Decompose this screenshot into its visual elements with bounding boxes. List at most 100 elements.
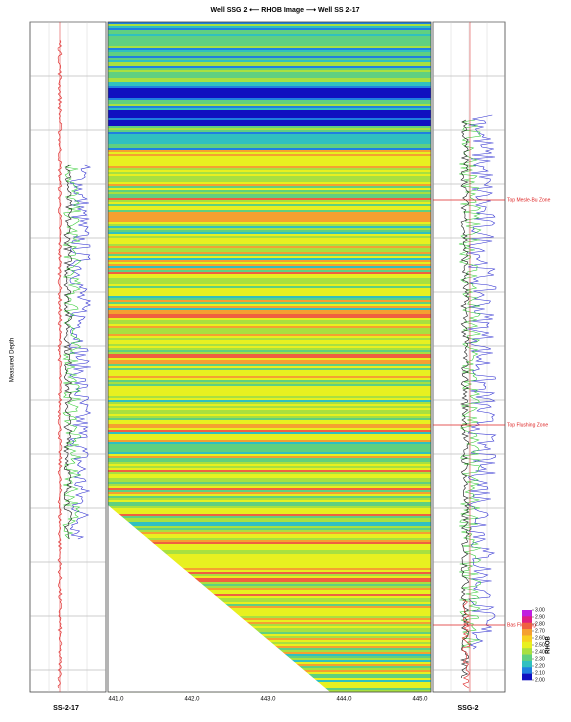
image-row bbox=[108, 296, 431, 299]
image-row bbox=[108, 398, 431, 401]
image-row bbox=[108, 198, 431, 201]
image-row bbox=[108, 376, 431, 379]
image-row bbox=[108, 562, 431, 565]
image-row bbox=[108, 636, 431, 639]
image-row bbox=[108, 292, 431, 295]
image-row bbox=[108, 230, 431, 233]
image-row bbox=[108, 152, 431, 155]
image-row bbox=[108, 86, 431, 89]
image-row bbox=[108, 536, 431, 539]
image-row bbox=[108, 130, 431, 133]
image-row bbox=[108, 518, 431, 521]
image-row bbox=[108, 386, 431, 389]
image-row bbox=[108, 336, 431, 339]
image-row bbox=[108, 520, 431, 523]
image-row bbox=[108, 454, 431, 457]
image-row bbox=[108, 24, 431, 27]
colorbar-tick-label: 2.80 bbox=[535, 621, 545, 627]
image-row bbox=[108, 266, 431, 269]
colorbar-swatch bbox=[522, 629, 532, 636]
image-row bbox=[108, 186, 431, 189]
image-row bbox=[108, 414, 431, 417]
image-row bbox=[108, 270, 431, 273]
log-curve bbox=[458, 119, 482, 649]
image-row bbox=[108, 340, 431, 343]
image-row bbox=[108, 128, 431, 131]
image-row bbox=[108, 74, 431, 77]
image-row bbox=[108, 38, 431, 41]
image-row bbox=[108, 174, 431, 177]
colorbar-swatch bbox=[522, 610, 532, 617]
image-row bbox=[108, 142, 431, 145]
image-row bbox=[108, 246, 431, 249]
formation-marker: Top Flushing Zone bbox=[507, 422, 548, 428]
left-well-name: SS-2-17 bbox=[53, 705, 79, 712]
image-row bbox=[108, 490, 431, 493]
image-row bbox=[108, 480, 431, 483]
image-row bbox=[108, 48, 431, 51]
image-row bbox=[108, 334, 431, 337]
image-row bbox=[108, 504, 431, 507]
image-row bbox=[108, 322, 431, 325]
image-row bbox=[108, 342, 431, 345]
image-row bbox=[108, 218, 431, 221]
image-row bbox=[108, 366, 431, 369]
image-row bbox=[108, 306, 431, 309]
image-row bbox=[108, 538, 431, 541]
image-row bbox=[108, 32, 431, 35]
colorbar-tick-label: 2.10 bbox=[535, 670, 545, 676]
image-row bbox=[108, 318, 431, 321]
image-row bbox=[108, 98, 431, 101]
image-row bbox=[108, 600, 431, 603]
image-row bbox=[108, 280, 431, 283]
image-row bbox=[108, 614, 431, 617]
image-row bbox=[108, 618, 431, 621]
image-row bbox=[108, 208, 431, 211]
image-row bbox=[108, 332, 431, 335]
image-row bbox=[108, 268, 431, 271]
log-curve bbox=[467, 114, 497, 650]
image-row bbox=[108, 262, 431, 265]
image-row bbox=[108, 594, 431, 597]
image-row bbox=[108, 338, 431, 341]
image-row bbox=[108, 238, 431, 241]
image-row bbox=[108, 356, 431, 359]
image-row bbox=[108, 278, 431, 281]
image-row bbox=[108, 574, 431, 577]
image-row bbox=[108, 28, 431, 31]
colorbar-tick-label: 2.30 bbox=[535, 656, 545, 662]
image-row bbox=[108, 274, 431, 277]
image-row bbox=[108, 26, 431, 29]
image-row bbox=[108, 160, 431, 163]
image-row bbox=[108, 64, 431, 67]
image-row bbox=[108, 172, 431, 175]
image-row bbox=[108, 164, 431, 167]
image-row bbox=[108, 68, 431, 71]
image-row bbox=[108, 190, 431, 193]
image-row bbox=[108, 166, 431, 169]
image-row bbox=[108, 290, 431, 293]
image-row bbox=[108, 578, 431, 581]
colorbar-swatch bbox=[522, 654, 532, 662]
image-row bbox=[108, 54, 431, 57]
image-row bbox=[108, 434, 431, 437]
image-row bbox=[108, 178, 431, 181]
image-row bbox=[108, 606, 431, 609]
image-row bbox=[108, 596, 431, 599]
image-row bbox=[108, 44, 431, 47]
image-row bbox=[108, 154, 431, 157]
image-row bbox=[108, 512, 431, 515]
image-row bbox=[108, 528, 431, 531]
image-row bbox=[108, 380, 431, 383]
image-row bbox=[108, 586, 431, 589]
image-row bbox=[108, 556, 431, 559]
image-row bbox=[108, 440, 431, 443]
image-row bbox=[108, 114, 431, 117]
image-row bbox=[108, 80, 431, 83]
x-tick-label: 441.0 bbox=[108, 697, 124, 703]
image-row bbox=[108, 308, 431, 311]
colorbar-swatch bbox=[522, 622, 532, 630]
image-row bbox=[108, 350, 431, 353]
